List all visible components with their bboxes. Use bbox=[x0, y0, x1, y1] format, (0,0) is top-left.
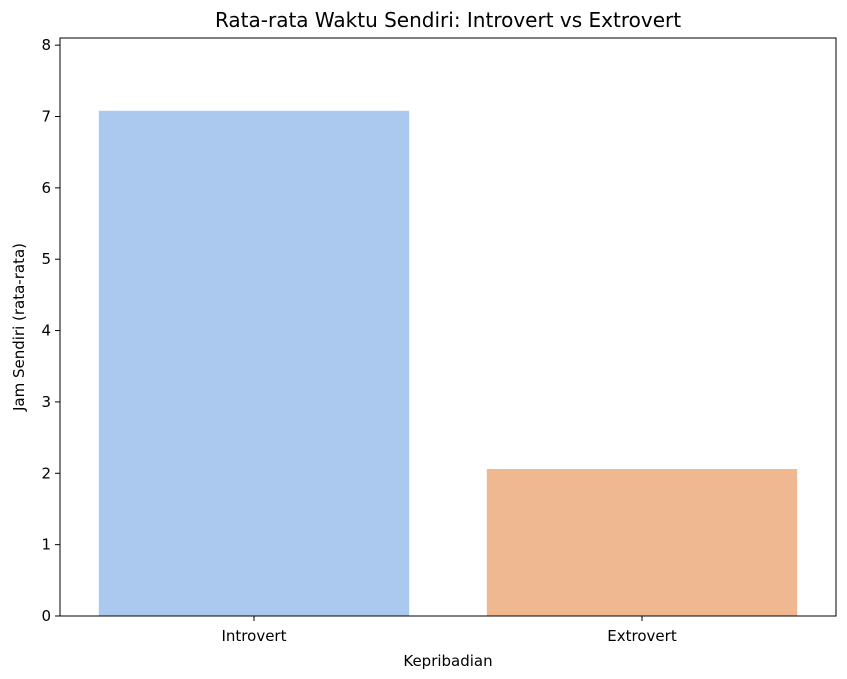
x-tick-label: Introvert bbox=[222, 627, 287, 645]
x-tick-label: Extrovert bbox=[607, 627, 677, 645]
bars-group bbox=[98, 110, 798, 616]
x-axis-label: Kepribadian bbox=[403, 652, 492, 670]
y-tick-label: 7 bbox=[41, 107, 51, 125]
bar-extrovert bbox=[486, 469, 798, 616]
y-tick-label: 8 bbox=[41, 36, 51, 54]
bar-introvert bbox=[98, 110, 410, 616]
y-tick-label: 1 bbox=[41, 536, 51, 554]
y-axis: 0 1 2 3 4 5 6 7 8 bbox=[41, 36, 60, 625]
y-axis-label: Jam Sendiri (rata-rata) bbox=[10, 243, 28, 412]
y-tick-label: 2 bbox=[41, 464, 51, 482]
chart-title: Rata-rata Waktu Sendiri: Introvert vs Ex… bbox=[215, 8, 681, 32]
plot-frame bbox=[59, 37, 837, 617]
y-tick-label: 0 bbox=[41, 607, 51, 625]
x-axis: Introvert Extrovert bbox=[222, 616, 677, 645]
y-tick-label: 6 bbox=[41, 179, 51, 197]
y-tick-label: 4 bbox=[41, 322, 51, 340]
y-tick-label: 5 bbox=[41, 250, 51, 268]
y-tick-label: 3 bbox=[41, 393, 51, 411]
